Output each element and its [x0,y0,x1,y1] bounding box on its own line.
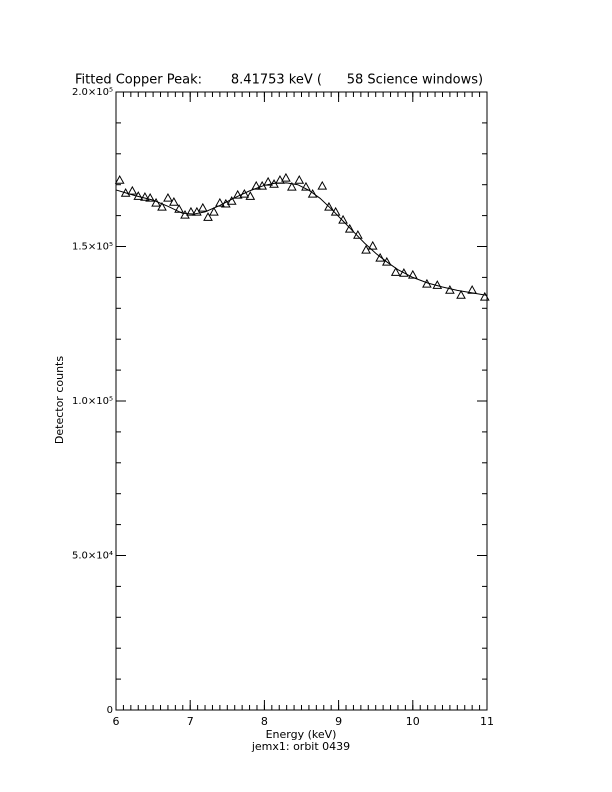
y-tick-label: 5.0×10⁴ [72,551,113,562]
data-point [344,223,355,233]
x-axis-label: Energy (keV) [266,728,337,741]
y-tick-label: 1.5×10⁵ [72,242,113,253]
data-point [209,206,219,216]
data-point [197,202,208,212]
data-point [114,175,125,184]
y-axis-label: Detector counts [53,356,66,444]
chart-title: Fitted Copper Peak: 8.41753 keV ( 58 Sci… [75,73,483,88]
y-tick-label: 2.0×10⁵ [72,87,113,98]
data-point [375,252,386,262]
data-point [287,181,297,191]
fit-line [115,182,488,296]
y-tick-label: 0 [107,705,113,716]
data-point [479,291,490,301]
data-point [186,206,196,216]
data-point [294,175,305,184]
data-point [263,176,273,186]
data-point [381,256,392,266]
x-tick-label: 7 [187,715,194,728]
data-point [390,267,401,276]
x-tick-label: 9 [335,715,342,728]
data-point [399,268,409,277]
data-point [317,180,328,190]
data-point [174,204,184,213]
data-point [407,269,418,279]
data-point [281,172,291,182]
subcaption: jemx1: orbit 0439 [251,740,350,753]
data-point [307,188,318,198]
data-point [215,197,225,207]
x-tick-label: 6 [113,715,120,728]
data-point [251,180,262,190]
y-tick-label: 1.0×10⁵ [72,396,113,407]
data-point [157,201,167,211]
data-point [367,240,378,250]
data-point [301,181,311,191]
data-point [140,192,150,201]
x-tick-label: 10 [406,715,420,728]
data-point [163,192,173,202]
data-point [169,196,179,206]
data-point [456,289,466,299]
data-point [239,188,250,198]
data-point [445,285,455,294]
data-point [145,192,155,202]
data-point [324,201,334,211]
data-point [245,191,256,200]
x-tick-label: 11 [480,715,494,728]
x-tick-label: 8 [261,715,268,728]
data-point [203,212,213,221]
data-point [232,189,243,199]
data-point [127,185,138,195]
